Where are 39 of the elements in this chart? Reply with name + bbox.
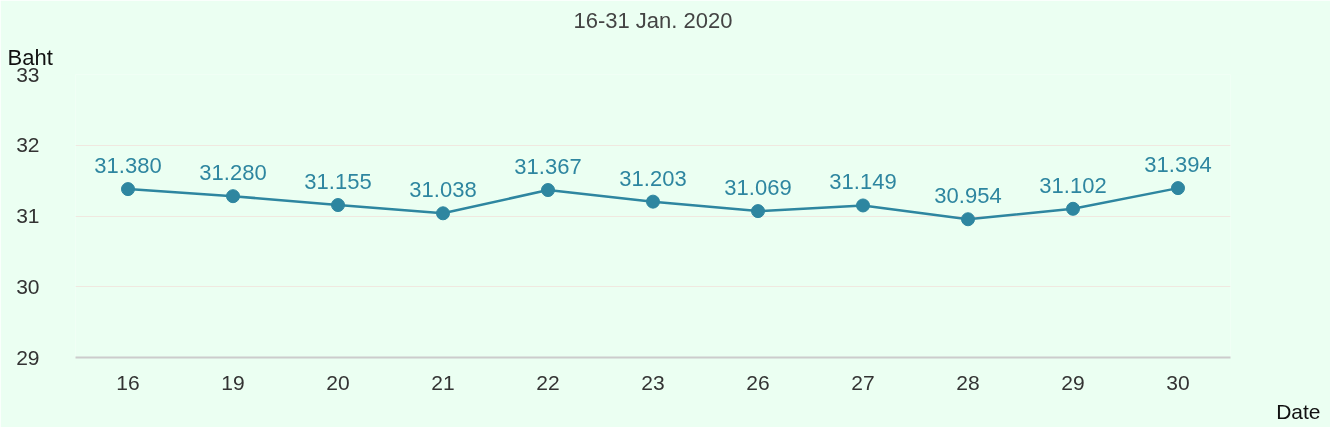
data-label: 31.380 <box>94 153 162 179</box>
x-tick-label: 26 <box>746 370 770 394</box>
point <box>121 182 135 197</box>
data-label: 31.367 <box>514 154 582 180</box>
y-tick-label: 30 <box>16 274 40 298</box>
data-label: 31.280 <box>199 160 267 186</box>
y-tick-label: 29 <box>16 345 40 369</box>
point <box>646 194 660 209</box>
data-label: 31.149 <box>829 169 897 195</box>
data-label: 31.102 <box>1039 172 1107 198</box>
point <box>961 212 975 227</box>
data-label: 31.038 <box>409 177 477 203</box>
point <box>1171 181 1185 196</box>
data-label: 31.394 <box>1144 152 1212 178</box>
point <box>1066 201 1080 216</box>
point <box>436 206 450 221</box>
data-label: 30.954 <box>934 183 1002 209</box>
point <box>856 198 870 213</box>
chart-title: 16-31 Jan. 2020 <box>573 7 733 33</box>
data-label: 31.203 <box>619 165 687 191</box>
x-tick-label: 22 <box>536 370 560 394</box>
x-tick-label: 30 <box>1166 370 1190 394</box>
data-label: 31.155 <box>304 169 372 195</box>
x-tick-label: 16 <box>116 370 140 394</box>
y-tick-label: 31 <box>16 204 40 227</box>
x-tick-label: 20 <box>326 370 350 394</box>
x-tick-label: 19 <box>221 370 245 394</box>
x-tick-label: 21 <box>431 370 455 394</box>
point <box>541 183 555 198</box>
point <box>331 198 345 213</box>
point <box>751 204 765 219</box>
x-axis-title: Date <box>1276 399 1321 423</box>
x-tick-label: 29 <box>1061 370 1085 394</box>
x-tick-label: 27 <box>851 370 875 394</box>
data-label: 31.069 <box>724 175 792 201</box>
y-tick-label: 32 <box>16 133 40 157</box>
x-tick-label: 23 <box>641 370 665 394</box>
x-tick-label: 28 <box>956 370 980 394</box>
point <box>226 189 240 204</box>
